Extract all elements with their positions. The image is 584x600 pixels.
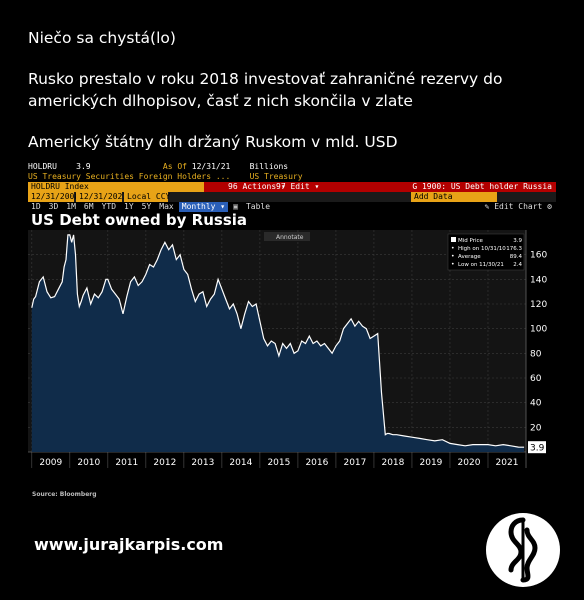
unit-label: Billions bbox=[249, 162, 289, 171]
source-note: Source: Bloomberg bbox=[32, 491, 97, 498]
add-data-button[interactable]: Add Data bbox=[411, 192, 497, 202]
series-area-fill bbox=[31, 234, 525, 452]
legend-bullet: • bbox=[451, 261, 455, 268]
x-tick-label: 2012 bbox=[153, 458, 176, 468]
last-value-label: 3.9 bbox=[530, 444, 545, 454]
legend-swatch bbox=[451, 237, 456, 242]
y-tick-label: 160 bbox=[530, 251, 547, 261]
x-tick-label: 2010 bbox=[77, 458, 100, 468]
chart-title: US Debt owned by Russia bbox=[31, 211, 248, 229]
x-tick-label: 2013 bbox=[191, 458, 214, 468]
x-tick-label: 2014 bbox=[229, 458, 252, 468]
annotate-label: Annotate bbox=[276, 234, 304, 241]
edit-menu[interactable]: 97 Edit ▾ bbox=[276, 182, 320, 191]
website-url[interactable]: www.jurajkarpis.com bbox=[34, 535, 224, 554]
table-toggle[interactable]: Table bbox=[245, 202, 271, 211]
y-tick-label: 40 bbox=[530, 399, 542, 409]
legend-value: 3.9 bbox=[513, 238, 522, 244]
bloomberg-terminal-panel: HOLDRU 3.9 As Of 12/31/21 Billions US Tr… bbox=[28, 160, 556, 500]
ticker: HOLDRU bbox=[28, 162, 57, 171]
ticker-value: 3.9 bbox=[76, 162, 91, 171]
date-to-input[interactable]: 12/31/2021 bbox=[76, 192, 127, 202]
range-max[interactable]: Max bbox=[159, 202, 174, 211]
currency-select[interactable]: Local CCY bbox=[124, 192, 170, 202]
legend-bullet: • bbox=[451, 253, 455, 260]
command-bar: HOLDRU Index 96 Actions ▾ 97 Edit ▾ G 19… bbox=[28, 182, 556, 192]
x-tick-label: 2009 bbox=[39, 458, 62, 468]
range-1m[interactable]: 1M bbox=[66, 202, 76, 211]
y-tick-label: 20 bbox=[530, 423, 542, 433]
range-1d[interactable]: 1D bbox=[31, 202, 41, 211]
range-ytd[interactable]: YTD bbox=[101, 202, 117, 211]
x-tick-label: 2017 bbox=[343, 458, 366, 468]
description-left: US Treasury Securities Foreign Holders .… bbox=[28, 172, 231, 181]
date-from-input[interactable]: 12/31/2008 bbox=[28, 192, 79, 202]
x-tick-label: 2020 bbox=[458, 458, 481, 468]
legend-bullet: • bbox=[451, 245, 455, 252]
intro-line-2: Rusko prestalo v roku 2018 investovať za… bbox=[28, 70, 503, 110]
edit-chart-button[interactable]: ✎ Edit Chart ⚙ bbox=[484, 202, 552, 211]
description-right: US Treasury bbox=[249, 172, 303, 181]
actions-menu[interactable]: 96 Actions ▾ bbox=[228, 182, 286, 191]
intro-line-1: Niečo sa chystá(lo) bbox=[28, 29, 176, 47]
as-of-date: 12/31/21 bbox=[191, 162, 231, 171]
description-row: US Treasury Securities Foreign Holders .… bbox=[28, 172, 556, 182]
series-line bbox=[31, 234, 525, 448]
legend-value: 89.4 bbox=[510, 254, 523, 260]
index-label[interactable]: HOLDRU Index bbox=[28, 182, 204, 192]
legend-label: High on 10/31/10 bbox=[458, 246, 506, 252]
legend-box bbox=[447, 233, 525, 271]
x-tick-label: 2015 bbox=[267, 458, 290, 468]
x-tick-label: 2016 bbox=[305, 458, 328, 468]
date-range-bar: 12/31/2008 12/31/2021 Local CCY Add Data bbox=[28, 192, 556, 202]
screen-title: G 1900: US Debt holder Russia bbox=[412, 182, 552, 191]
x-tick-label: 2021 bbox=[496, 458, 519, 468]
annotate-button[interactable] bbox=[264, 232, 310, 241]
y-tick-label: 120 bbox=[530, 300, 547, 310]
x-tick-label: 2019 bbox=[420, 458, 443, 468]
y-tick-label: 60 bbox=[530, 374, 542, 384]
intro-line-3: Americký štátny dlh držaný Ruskom v mld.… bbox=[28, 133, 398, 151]
range-bar: 1D 3D 1M 6M YTD 1Y 5Y Max Monthly ▾ ▣ Table ✎ Edit… bbox=[28, 202, 556, 212]
as-of-label: As Of bbox=[162, 162, 187, 171]
ticker-row: HOLDRU 3.9 As Of 12/31/21 Billions bbox=[28, 162, 556, 172]
y-tick-label: 140 bbox=[530, 275, 547, 285]
frequency-select[interactable]: Monthly ▾ bbox=[178, 202, 229, 212]
range-5y[interactable]: 5Y bbox=[141, 202, 152, 211]
y-tick-label: 100 bbox=[530, 325, 547, 335]
range-3d[interactable]: 3D bbox=[48, 202, 59, 211]
x-tick-label: 2018 bbox=[381, 458, 404, 468]
legend-label: Mid Price bbox=[458, 238, 484, 244]
legend-value: 176.3 bbox=[506, 246, 522, 252]
legend-label: Average bbox=[458, 254, 481, 260]
x-tick-label: 2011 bbox=[115, 458, 138, 468]
range-1y[interactable]: 1Y bbox=[124, 202, 134, 211]
legend-label: Low on 11/30/21 bbox=[458, 262, 504, 268]
chart-area: 20 40 60 80 100 120 140 160 2009 2010 2011 2012 2013… bbox=[28, 230, 547, 468]
range-6m[interactable]: 6M bbox=[83, 202, 94, 211]
view-toggle-icon[interactable]: ▣ bbox=[233, 202, 238, 211]
y-tick-label: 80 bbox=[530, 349, 542, 359]
last-value-box bbox=[528, 441, 546, 454]
legend-value: 2.4 bbox=[513, 262, 522, 268]
jk-logo bbox=[486, 513, 560, 587]
